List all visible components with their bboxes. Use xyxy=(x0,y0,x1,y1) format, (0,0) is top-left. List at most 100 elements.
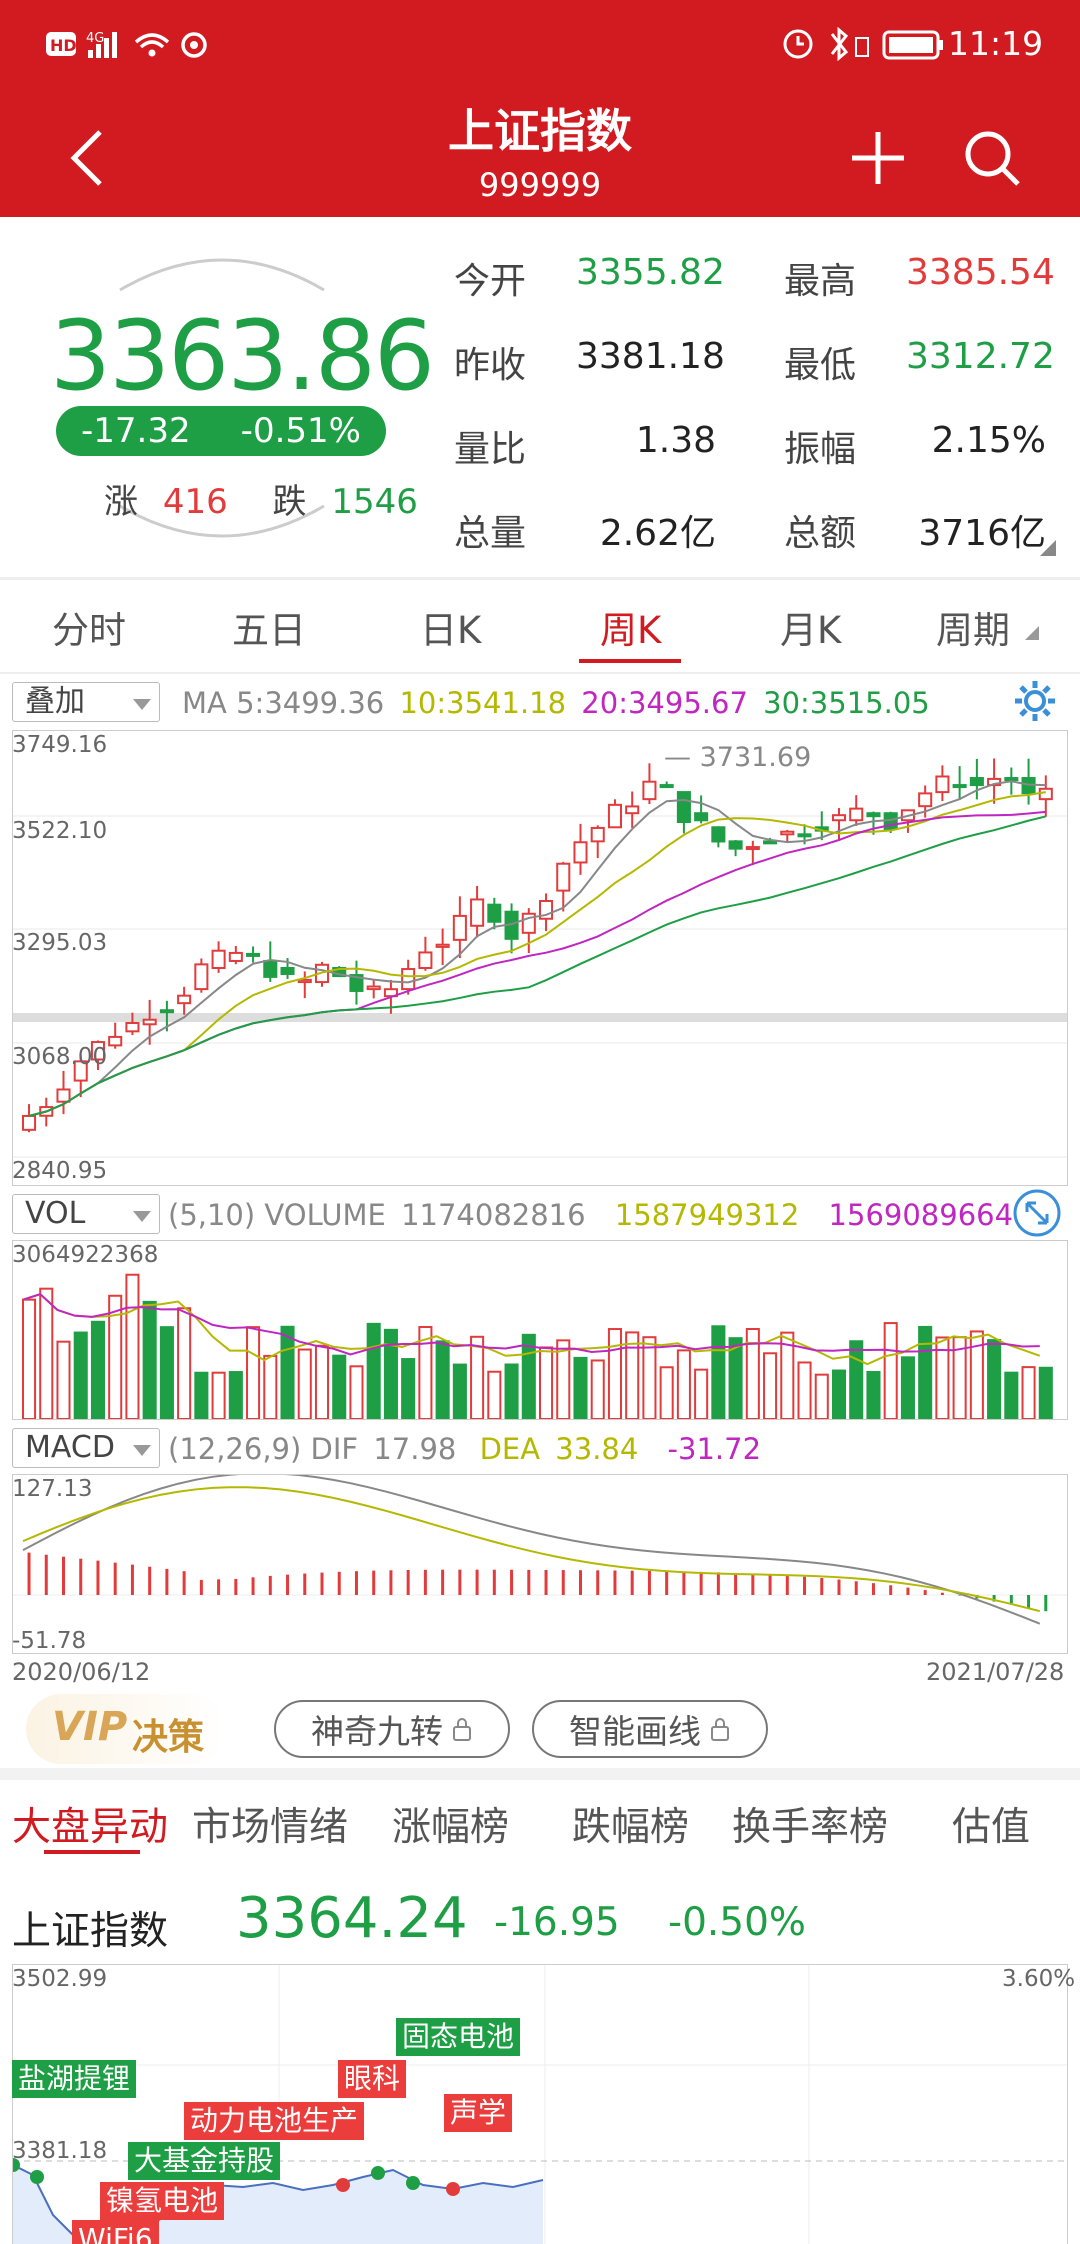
volume-select[interactable]: VOL xyxy=(12,1194,160,1234)
vip-label: VIP xyxy=(52,1704,128,1750)
stat-total-volume: 2.62亿 xyxy=(599,513,716,554)
kline-high-mark: — 3731.69 xyxy=(664,742,812,773)
volume-bar xyxy=(504,1363,519,1419)
stat-total-amount: 3716亿 xyxy=(918,513,1046,554)
volume-bar xyxy=(470,1335,485,1419)
price-arc-decoration xyxy=(119,258,325,538)
kline-candle xyxy=(90,1041,105,1061)
add-icon[interactable] xyxy=(850,130,906,186)
smart-draw-button[interactable]: 智能画线 xyxy=(532,1700,768,1758)
stat-label: 振幅 xyxy=(784,429,857,470)
volume-params: (5,10) VOLUME xyxy=(168,1198,386,1232)
event-tag[interactable]: 镍氢电池 xyxy=(100,2182,225,2220)
kline-candle xyxy=(246,952,261,957)
divider xyxy=(0,672,1080,674)
vip-decision-label: 决策 xyxy=(132,1717,205,1758)
kline-candle xyxy=(1004,777,1019,782)
intraday-event-dot xyxy=(30,2170,44,2184)
chart-settings-gear-icon[interactable] xyxy=(1012,678,1058,724)
up-count: 416 xyxy=(162,482,228,522)
event-tag[interactable]: 大基金持股 xyxy=(128,2142,281,2180)
volume-chart[interactable] xyxy=(12,1240,1068,1420)
kline-candle xyxy=(401,968,416,991)
intraday-y-top: 3502.99 xyxy=(12,1966,108,1992)
top-bar: HD 4G 11:19 上证指数 999999 xyxy=(0,0,1080,217)
macd-y-max: 127.13 xyxy=(12,1476,93,1502)
stat-label: 今开 xyxy=(454,261,527,302)
event-tag[interactable]: 眼科 xyxy=(338,2060,407,2098)
event-tag[interactable]: 盐湖提锂 xyxy=(12,2060,137,2098)
event-tag[interactable]: 动力电池生产 xyxy=(184,2102,365,2140)
overlay-select[interactable]: 叠加 xyxy=(12,682,160,722)
down-count: 1546 xyxy=(331,482,418,522)
ma10-value: 3541.18 xyxy=(446,686,567,720)
tab-daily-k[interactable]: 日K xyxy=(420,609,482,652)
section-gap xyxy=(0,1768,1080,1780)
kline-svg xyxy=(13,758,1067,1158)
event-tag[interactable]: WiFi6 xyxy=(72,2220,159,2244)
kline-candle xyxy=(211,949,226,970)
tab-monthly-k[interactable]: 月K xyxy=(780,609,842,652)
tab-turnover[interactable]: 换手率榜 xyxy=(732,1805,889,1850)
search-icon[interactable] xyxy=(962,128,1022,188)
macd-select-label: MACD xyxy=(25,1430,115,1465)
volume-bar xyxy=(56,1340,71,1419)
kline-candle xyxy=(56,1088,71,1103)
volume-bar xyxy=(211,1371,226,1419)
volume-bar xyxy=(935,1336,950,1419)
kline-candle xyxy=(590,826,605,843)
vip-badge[interactable]: VIP 决策 xyxy=(26,1694,226,1764)
event-tag[interactable]: 声学 xyxy=(444,2094,513,2132)
kline-chart[interactable] xyxy=(12,730,1068,1186)
intraday-change-pct: -0.50% xyxy=(668,1900,806,1945)
tab-losers[interactable]: 跌幅榜 xyxy=(572,1805,690,1850)
volume-y-max: 3064922368 xyxy=(12,1242,159,1268)
kline-candle xyxy=(452,914,467,941)
tab-gainers[interactable]: 涨幅榜 xyxy=(392,1805,510,1850)
event-tag[interactable]: 固态电池 xyxy=(396,2018,521,2056)
volume-bar xyxy=(228,1371,243,1419)
volume-bar xyxy=(349,1365,364,1419)
overlay-select-label: 叠加 xyxy=(25,684,85,719)
tab-weekly-k[interactable]: 周K xyxy=(600,609,662,652)
volume-bar xyxy=(366,1322,381,1419)
tab-valuation[interactable]: 估值 xyxy=(952,1805,1031,1850)
tab-five-day[interactable]: 五日 xyxy=(232,609,306,652)
macd-chart[interactable] xyxy=(12,1474,1068,1654)
kline-candle xyxy=(418,951,433,970)
volume-bar xyxy=(159,1326,174,1419)
macd-y-min: -51.78 xyxy=(12,1628,87,1654)
intraday-y-top-pct: 3.60% xyxy=(1002,1966,1076,1992)
volume-bar xyxy=(1004,1371,1019,1419)
magic-nine-button[interactable]: 神奇九转 xyxy=(274,1700,510,1758)
intraday-event-dot xyxy=(336,2178,350,2192)
intraday-event-dot xyxy=(371,2166,385,2180)
current-price: 3363.86 xyxy=(50,300,435,412)
tab-market-movers[interactable]: 大盘异动 xyxy=(12,1805,169,1850)
back-arrow-icon[interactable] xyxy=(66,128,106,188)
expand-corner-icon[interactable] xyxy=(1040,540,1056,556)
stat-amplitude: 2.15% xyxy=(931,420,1046,461)
kline-candle xyxy=(763,840,778,845)
kline-candle xyxy=(228,951,243,962)
volume-bar xyxy=(969,1330,984,1419)
volume-bar xyxy=(659,1366,674,1419)
volume-ma10: 1569089664 xyxy=(828,1198,1014,1232)
intraday-change: -16.95 xyxy=(494,1900,620,1945)
kline-candle xyxy=(159,1009,174,1014)
volume-bar xyxy=(900,1356,915,1419)
kline-candle xyxy=(1038,787,1053,801)
tab-intraday[interactable]: 分时 xyxy=(52,609,126,652)
volume-bar xyxy=(1038,1366,1053,1419)
volume-bar xyxy=(866,1371,881,1419)
svg-text:HD: HD xyxy=(50,36,77,55)
volume-bar xyxy=(883,1322,898,1419)
stat-label: 昨收 xyxy=(454,345,527,386)
tab-period[interactable]: 周期 xyxy=(936,609,1010,652)
macd-select[interactable]: MACD xyxy=(12,1428,160,1468)
tab-market-sentiment[interactable]: 市场情绪 xyxy=(192,1805,349,1850)
kline-candle xyxy=(987,777,1002,787)
fullscreen-toggle-icon[interactable] xyxy=(1012,1188,1062,1238)
period-dropdown-icon[interactable] xyxy=(1023,624,1039,640)
kline-candle xyxy=(642,780,657,801)
